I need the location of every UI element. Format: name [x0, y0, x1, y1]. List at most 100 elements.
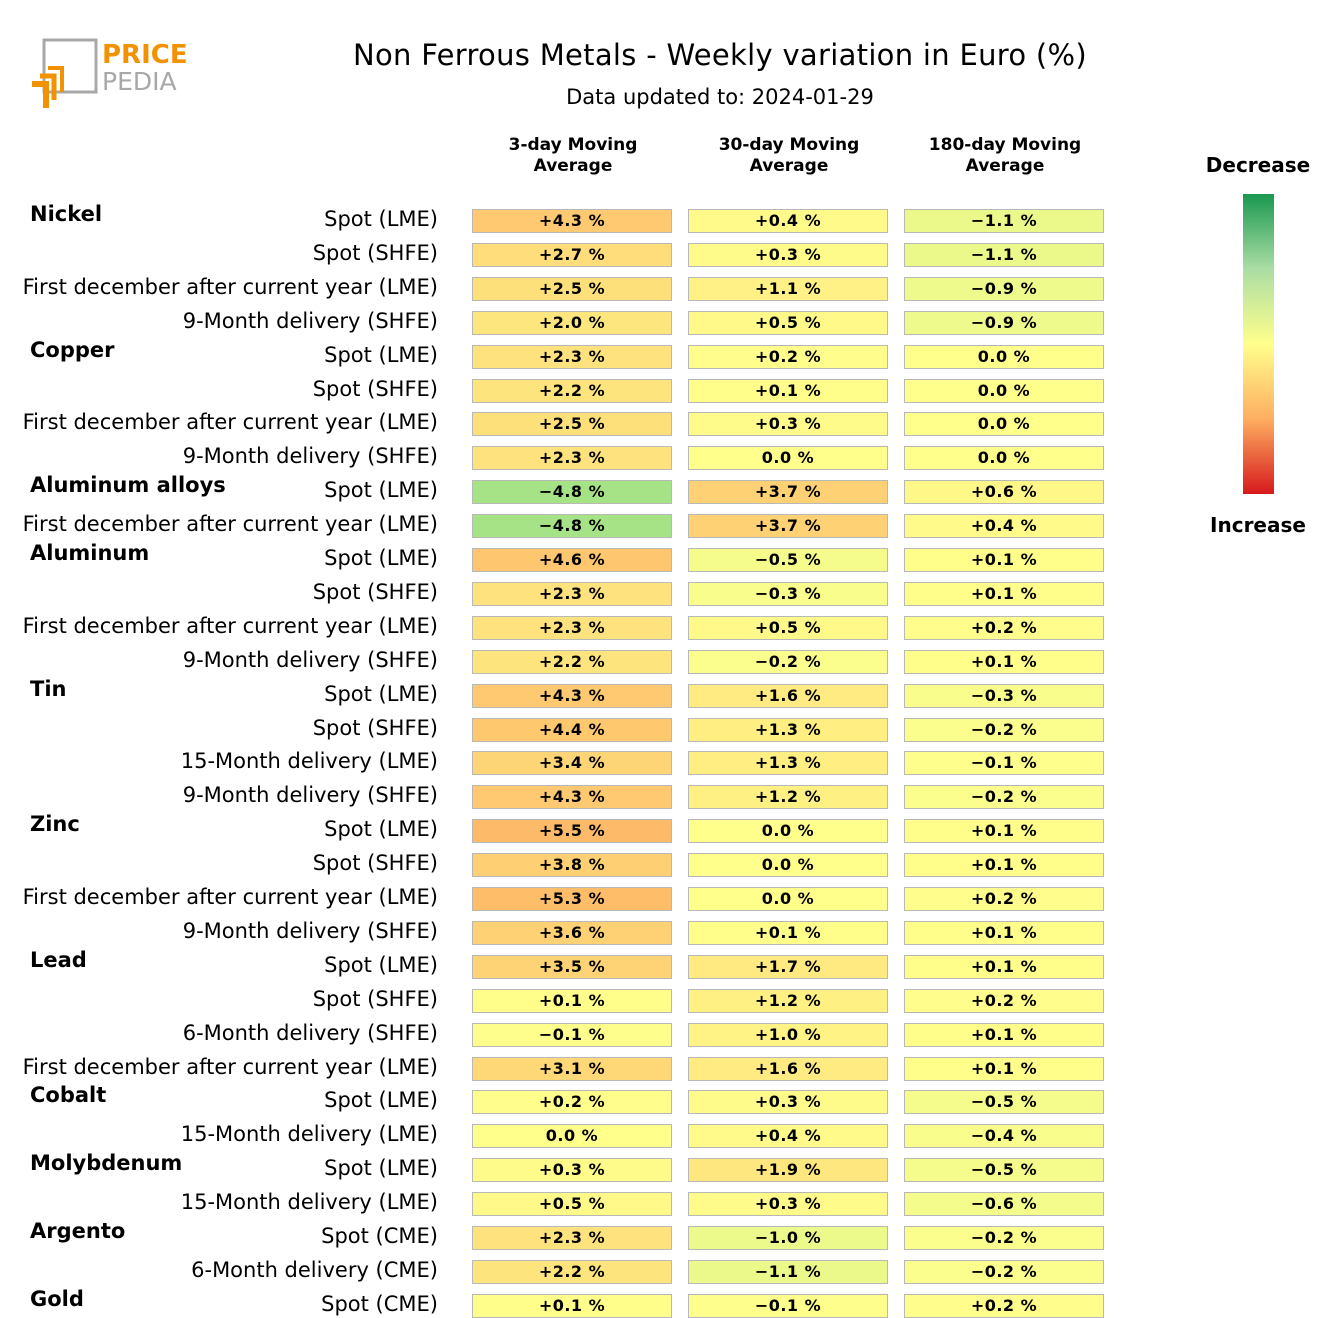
heatmap-cell-3day: +4.3 % — [472, 683, 672, 708]
heatmap-cell-30day: +0.1 % — [688, 920, 888, 945]
group-label: Nickel — [30, 202, 103, 226]
heatmap-cell-3day: −4.8 % — [472, 514, 672, 539]
legend-increase-label: Increase — [1210, 513, 1306, 537]
heatmap-cell-3day: +3.8 % — [472, 853, 672, 878]
heatmap-cell-180day: +0.1 % — [904, 649, 1104, 674]
heatmap-cell-30day: +0.3 % — [688, 1192, 888, 1217]
heatmap-cell-3day: +4.6 % — [472, 548, 672, 572]
heatmap-cell-180day: −0.6 % — [904, 1192, 1104, 1217]
row-label: 9-Month delivery (SHFE) — [182, 783, 438, 808]
group-label: Lead — [30, 947, 87, 972]
heatmap-cell-180day: +0.2 % — [904, 1293, 1104, 1318]
group-label: Zinc — [30, 812, 80, 837]
heatmap-cell-180day: −0.2 % — [904, 1226, 1104, 1250]
heatmap-cell-3day: +5.3 % — [472, 887, 672, 911]
heatmap-cell-180day: +0.1 % — [904, 548, 1104, 572]
row-label: Spot (CME) — [321, 1224, 438, 1248]
heatmap-cell-3day: +3.4 % — [472, 751, 672, 776]
column-header-3day: 3-day Moving Average — [508, 135, 638, 176]
heatmap-cell-180day: −0.9 % — [904, 310, 1104, 335]
heatmap-cell-30day: −0.1 % — [688, 1293, 888, 1318]
heatmap-cell-3day: +2.2 % — [472, 1259, 672, 1284]
heatmap-cell-180day: +0.1 % — [904, 581, 1104, 606]
heatmap-cell-30day: −1.0 % — [688, 1226, 888, 1250]
heatmap-cell-30day: −1.1 % — [688, 1259, 888, 1284]
heatmap-cell-30day: +0.3 % — [688, 1090, 888, 1115]
row-label: Spot (SHFE) — [312, 240, 438, 265]
row-label: 6-Month delivery (CME) — [191, 1257, 438, 1282]
heatmap-cell-180day: −0.2 % — [904, 785, 1104, 810]
heatmap-cell-3day: +2.2 % — [472, 378, 672, 403]
row-label: Spot (SHFE) — [312, 986, 438, 1011]
heatmap-cell-180day: +0.1 % — [904, 1022, 1104, 1047]
heatmap-cell-30day: +3.7 % — [688, 514, 888, 539]
heatmap-cell-180day: 0.0 % — [904, 446, 1104, 471]
row-label: 15-Month delivery (LME) — [180, 749, 438, 774]
group-label: Aluminum — [30, 541, 150, 565]
heatmap-cell-30day: 0.0 % — [688, 446, 888, 471]
row-label: Spot (SHFE) — [312, 579, 438, 604]
legend-color-bar — [1243, 194, 1274, 494]
heatmap-cell-30day: +1.3 % — [688, 717, 888, 742]
heatmap-cell-180day: 0.0 % — [904, 412, 1104, 437]
heatmap-cell-30day: +0.5 % — [688, 615, 888, 640]
legend-decrease-label: Decrease — [1205, 153, 1311, 177]
heatmap-cell-30day: +1.2 % — [688, 785, 888, 810]
heatmap-cell-3day: +3.6 % — [472, 920, 672, 945]
row-label: 9-Month delivery (SHFE) — [182, 647, 438, 672]
row-label: Spot (LME) — [324, 817, 438, 842]
row-label: First december after current year (LME) — [22, 512, 438, 537]
row-label: First december after current year (LME) — [22, 613, 438, 638]
row-label: 15-Month delivery (LME) — [180, 1122, 438, 1147]
heatmap-cell-30day: −0.2 % — [688, 649, 888, 674]
heatmap-cell-3day: +0.1 % — [472, 1293, 672, 1318]
row-label: Spot (CME) — [321, 1291, 438, 1316]
row-label: Spot (LME) — [324, 478, 438, 503]
heatmap-cell-30day: 0.0 % — [688, 887, 888, 911]
row-label: Spot (LME) — [324, 342, 438, 367]
heatmap-cell-180day: −0.3 % — [904, 683, 1104, 708]
chart-title: Non Ferrous Metals - Weekly variation in… — [352, 38, 1088, 72]
heatmap-cell-30day: 0.0 % — [688, 819, 888, 844]
heatmap-cell-30day: +0.4 % — [688, 209, 888, 233]
heatmap-cell-30day: +1.2 % — [688, 988, 888, 1013]
heatmap-cell-3day: +4.3 % — [472, 209, 672, 233]
group-label: Molybdenum — [30, 1151, 183, 1176]
row-label: Spot (LME) — [324, 207, 438, 231]
heatmap-cell-3day: +2.3 % — [472, 581, 672, 606]
heatmap-cell-180day: −0.9 % — [904, 276, 1104, 301]
heatmap-cell-3day: +2.3 % — [472, 615, 672, 640]
group-label: Copper — [30, 337, 115, 362]
heatmap-cell-30day: +3.7 % — [688, 480, 888, 505]
heatmap-cell-30day: +1.6 % — [688, 1056, 888, 1081]
heatmap-cell-3day: +2.5 % — [472, 412, 672, 437]
heatmap-cell-3day: +2.0 % — [472, 310, 672, 335]
heatmap-cell-30day: −0.5 % — [688, 548, 888, 572]
heatmap-cell-180day: +0.6 % — [904, 480, 1104, 505]
heatmap-cell-30day: +1.6 % — [688, 683, 888, 708]
heatmap-cell-180day: +0.1 % — [904, 819, 1104, 844]
row-label: First december after current year (LME) — [22, 274, 438, 299]
heatmap-cell-3day: +4.4 % — [472, 717, 672, 742]
heatmap-cell-3day: +2.3 % — [472, 1226, 672, 1250]
logo-text-price: PRICE — [102, 40, 188, 70]
heatmap-cell-30day: 0.0 % — [688, 853, 888, 878]
heatmap-cell-180day: 0.0 % — [904, 378, 1104, 403]
heatmap-cell-30day: +0.4 % — [688, 1124, 888, 1149]
heatmap-cell-180day: −0.2 % — [904, 717, 1104, 742]
heatmap-cell-3day: +0.5 % — [472, 1192, 672, 1217]
heatmap-cell-180day: −0.5 % — [904, 1090, 1104, 1115]
heatmap-cell-180day: +0.2 % — [904, 615, 1104, 640]
heatmap-cell-30day: +0.5 % — [688, 310, 888, 335]
heatmap-cell-180day: −0.2 % — [904, 1259, 1104, 1284]
row-label: Spot (LME) — [324, 1156, 438, 1181]
heatmap-cell-180day: +0.1 % — [904, 954, 1104, 979]
heatmap-cell-30day: +1.0 % — [688, 1022, 888, 1047]
group-label: Cobalt — [30, 1083, 107, 1108]
heatmap-cell-180day: −0.5 % — [904, 1158, 1104, 1183]
row-label: Spot (LME) — [324, 546, 438, 570]
chart-subtitle: Data updated to: 2024-01-29 — [566, 85, 874, 109]
heatmap-cell-3day: +4.3 % — [472, 785, 672, 810]
heatmap-cell-3day: +3.5 % — [472, 954, 672, 979]
heatmap-cell-180day: +0.2 % — [904, 988, 1104, 1013]
